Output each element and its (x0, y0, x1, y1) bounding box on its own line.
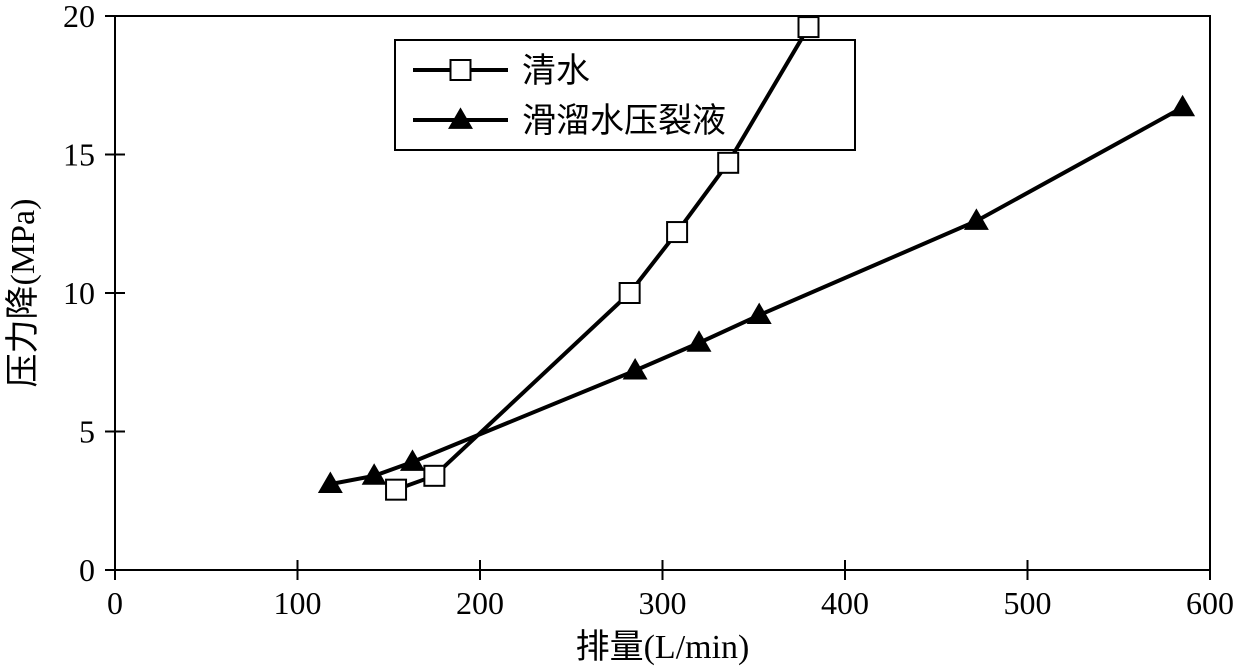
x-tick-label: 600 (1186, 585, 1234, 621)
series-line-0 (396, 27, 808, 490)
chart-svg: 0 100 200 300 400 500 600 0 5 10 15 20 排量(L/min) 压力降(… (0, 0, 1240, 668)
series-marker-1 (1171, 96, 1194, 116)
series-marker-0 (386, 480, 406, 500)
legend-label-0: 清水 (522, 53, 590, 90)
legend-marker-0 (451, 60, 471, 80)
series-line-1 (330, 107, 1182, 484)
series-marker-0 (620, 283, 640, 303)
y-axis-title: 压力降(MPa) (4, 199, 42, 388)
x-tick-label: 500 (1004, 585, 1052, 621)
x-tick-label: 400 (821, 585, 869, 621)
x-tick-label: 0 (107, 585, 123, 621)
x-axis-title: 排量(L/min) (576, 628, 750, 666)
series-marker-0 (799, 17, 819, 37)
series-marker-0 (718, 153, 738, 173)
y-tick-label: 0 (79, 552, 95, 588)
x-tick-label: 200 (456, 585, 504, 621)
legend: 清水滑溜水压裂液 (395, 40, 855, 150)
y-tick-label: 10 (63, 275, 95, 311)
x-tick-label: 300 (639, 585, 687, 621)
y-tick-label: 20 (63, 0, 95, 34)
y-tick-label: 15 (63, 137, 95, 173)
series-marker-0 (667, 222, 687, 242)
series-marker-1 (965, 209, 988, 229)
plot-border (115, 16, 1210, 570)
pressure-drop-chart: 0 100 200 300 400 500 600 0 5 10 15 20 排量(L/min) 压力降(… (0, 0, 1240, 668)
series-marker-0 (424, 466, 444, 486)
y-tick-label: 5 (79, 414, 95, 450)
legend-label-1: 滑溜水压裂液 (522, 102, 726, 140)
x-tick-label: 100 (274, 585, 322, 621)
